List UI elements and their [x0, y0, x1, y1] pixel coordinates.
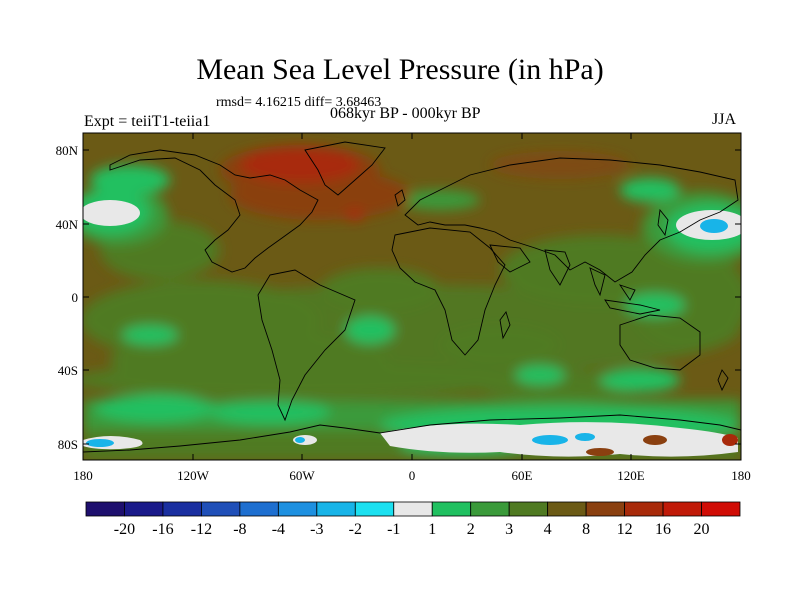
colorbar-label: -3	[310, 521, 323, 538]
y-tick-label: 40S	[58, 363, 78, 378]
colorbar-swatch	[701, 501, 741, 517]
y-tick-label: 80N	[56, 143, 79, 158]
colorbar-label: 3	[505, 521, 513, 538]
colorbar-swatch	[431, 501, 472, 517]
colorbar-label: 4	[544, 521, 552, 538]
colorbar-swatch	[662, 501, 702, 517]
colorbar-label: 20	[694, 521, 710, 538]
y-axis-labels: 80N 40N 0 40S 80S	[56, 143, 79, 452]
x-tick-label: 0	[409, 468, 416, 483]
coastlines	[83, 141, 741, 453]
experiment-label: Expt = teiiT1-teiia1	[84, 113, 211, 130]
colorbar-label: -8	[233, 521, 246, 538]
colorbar-label: 8	[582, 521, 590, 538]
x-axis-labels: 180 120W 60W 0 60E 120E 180	[73, 468, 751, 483]
colorbar-swatch	[470, 501, 510, 517]
colorbar-label: -1	[387, 521, 400, 538]
colorbar-swatch	[201, 501, 241, 517]
axis-ticks	[82, 133, 742, 460]
period-subtitle: 068kyr BP - 000kyr BP	[330, 105, 481, 122]
colorbar-swatch	[85, 501, 125, 517]
colorbar-label: 12	[617, 521, 633, 538]
colorbar-swatch	[316, 501, 356, 517]
colorbar-swatch	[162, 501, 202, 517]
colorbar-label: 16	[655, 521, 671, 538]
season-label: JJA	[712, 111, 737, 128]
colorbar-swatch	[354, 501, 395, 517]
colorbar-label: -16	[152, 521, 173, 538]
map-title: Mean Sea Level Pressure (in hPa)	[196, 53, 604, 86]
map-field	[83, 133, 741, 460]
x-tick-label: 120W	[177, 468, 210, 483]
colorbar-label: 2	[467, 521, 475, 538]
colorbar-labels: -20 -16 -12 -8 -4 -3 -2 -1 1 2 3 4 8 12 16 20	[114, 521, 710, 538]
colorbar-swatch	[239, 501, 279, 517]
colorbar	[85, 501, 741, 517]
y-tick-label: 40N	[56, 217, 79, 232]
x-tick-label: 60E	[512, 468, 533, 483]
x-tick-label: 180	[731, 468, 751, 483]
rmsd-diff-text: rmsd= 4.16215 diff= 3.68463	[216, 95, 382, 110]
colorbar-label: -4	[272, 521, 285, 538]
x-tick-label: 180	[73, 468, 93, 483]
colorbar-swatch	[277, 501, 318, 517]
colorbar-swatch	[124, 501, 164, 517]
y-tick-label: 0	[72, 290, 79, 305]
colorbar-swatch	[508, 501, 549, 517]
colorbar-swatch	[547, 501, 587, 517]
y-tick-label: 80S	[58, 437, 78, 452]
colorbar-label: 1	[428, 521, 436, 538]
x-tick-label: 120E	[617, 468, 645, 483]
colorbar-swatch	[624, 501, 664, 517]
colorbar-swatch	[585, 501, 625, 517]
colorbar-label: -12	[191, 521, 212, 538]
colorbar-label: -2	[349, 521, 362, 538]
colorbar-label: -20	[114, 521, 135, 538]
x-tick-label: 60W	[289, 468, 315, 483]
colorbar-swatch	[393, 501, 433, 517]
